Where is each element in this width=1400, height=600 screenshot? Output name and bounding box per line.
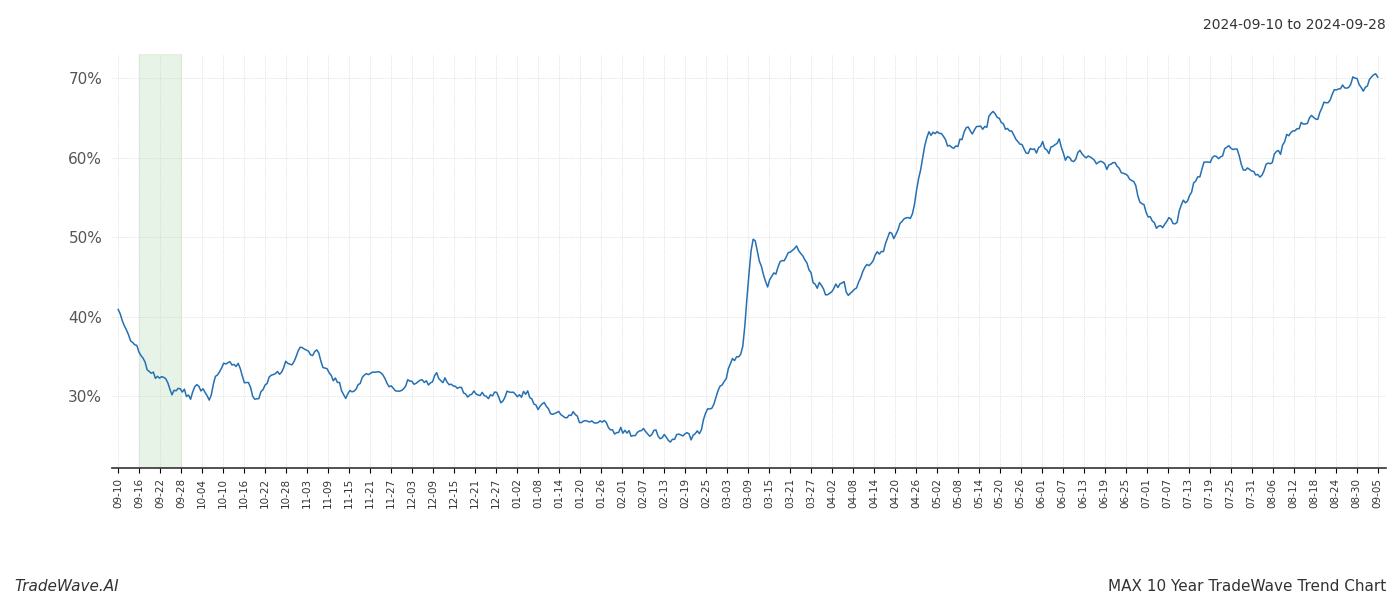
Text: MAX 10 Year TradeWave Trend Chart: MAX 10 Year TradeWave Trend Chart [1107, 579, 1386, 594]
Bar [139, 54, 181, 468]
Text: TradeWave.AI: TradeWave.AI [14, 579, 119, 594]
Text: 2024-09-10 to 2024-09-28: 2024-09-10 to 2024-09-28 [1203, 18, 1386, 32]
